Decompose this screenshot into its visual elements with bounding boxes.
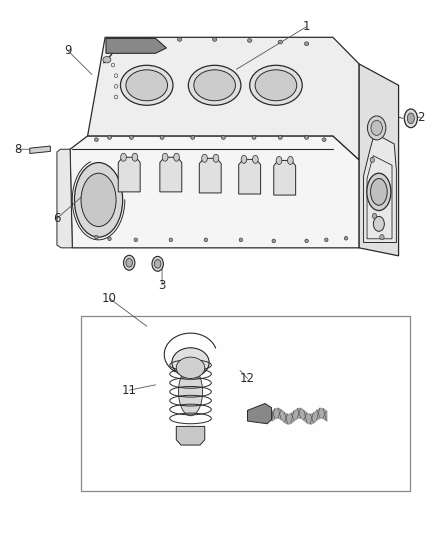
Ellipse shape [252,155,258,163]
Ellipse shape [305,239,308,243]
Ellipse shape [407,113,414,124]
Ellipse shape [372,213,377,219]
Polygon shape [247,403,272,424]
Ellipse shape [94,138,98,142]
Text: 11: 11 [122,384,137,397]
Ellipse shape [120,153,126,161]
Polygon shape [364,133,396,243]
Text: 10: 10 [102,292,117,305]
Polygon shape [274,160,296,195]
Ellipse shape [74,163,123,237]
Ellipse shape [120,66,173,106]
Ellipse shape [371,120,382,135]
Text: 1: 1 [303,20,311,33]
Ellipse shape [367,116,386,140]
Text: 2: 2 [417,111,424,124]
Ellipse shape [81,173,116,227]
Ellipse shape [154,260,161,268]
Polygon shape [88,37,359,160]
Ellipse shape [130,136,133,140]
Ellipse shape [304,136,308,140]
Ellipse shape [169,238,173,241]
Ellipse shape [221,136,225,140]
Ellipse shape [204,238,208,241]
Text: 3: 3 [159,279,166,292]
Ellipse shape [132,153,138,161]
Polygon shape [239,159,261,194]
Ellipse shape [134,238,138,241]
Ellipse shape [404,109,417,127]
Polygon shape [118,157,140,192]
Polygon shape [106,38,166,53]
Polygon shape [70,136,359,248]
Ellipse shape [247,38,252,43]
Ellipse shape [380,235,384,240]
Ellipse shape [287,157,293,164]
Ellipse shape [255,70,297,101]
Polygon shape [160,157,182,192]
Ellipse shape [370,157,374,163]
Ellipse shape [179,368,202,416]
Ellipse shape [147,38,151,43]
Ellipse shape [107,136,111,140]
Ellipse shape [172,348,209,377]
Text: 8: 8 [14,143,21,156]
Ellipse shape [173,153,180,161]
Ellipse shape [304,42,309,45]
Bar [81,316,410,491]
Ellipse shape [108,237,111,241]
Ellipse shape [213,155,219,162]
Ellipse shape [194,70,236,101]
Ellipse shape [191,136,195,140]
Polygon shape [176,426,205,445]
Ellipse shape [103,56,111,63]
Ellipse shape [176,357,205,378]
Ellipse shape [162,153,168,161]
Ellipse shape [371,179,387,205]
Ellipse shape [124,255,135,270]
Text: 12: 12 [240,372,255,385]
Polygon shape [30,146,50,154]
Text: 9: 9 [64,44,72,57]
Polygon shape [199,158,221,193]
Ellipse shape [177,37,182,41]
Ellipse shape [344,237,348,240]
Ellipse shape [322,138,326,142]
Ellipse shape [125,39,129,43]
Text: 6: 6 [53,212,61,225]
Ellipse shape [367,173,391,211]
Ellipse shape [126,70,168,101]
Ellipse shape [239,238,243,241]
Ellipse shape [278,40,283,44]
Ellipse shape [201,155,208,162]
Ellipse shape [276,157,282,164]
Ellipse shape [160,136,164,140]
Ellipse shape [373,216,385,231]
Ellipse shape [95,236,98,239]
Ellipse shape [279,136,282,140]
Ellipse shape [325,238,328,241]
Ellipse shape [188,66,241,106]
Ellipse shape [152,256,163,271]
Polygon shape [57,149,72,248]
Ellipse shape [252,136,256,140]
Ellipse shape [241,155,247,163]
Ellipse shape [126,259,132,267]
Polygon shape [359,64,399,256]
Ellipse shape [212,37,217,41]
Ellipse shape [112,42,116,45]
Ellipse shape [272,239,276,243]
Ellipse shape [250,66,302,106]
